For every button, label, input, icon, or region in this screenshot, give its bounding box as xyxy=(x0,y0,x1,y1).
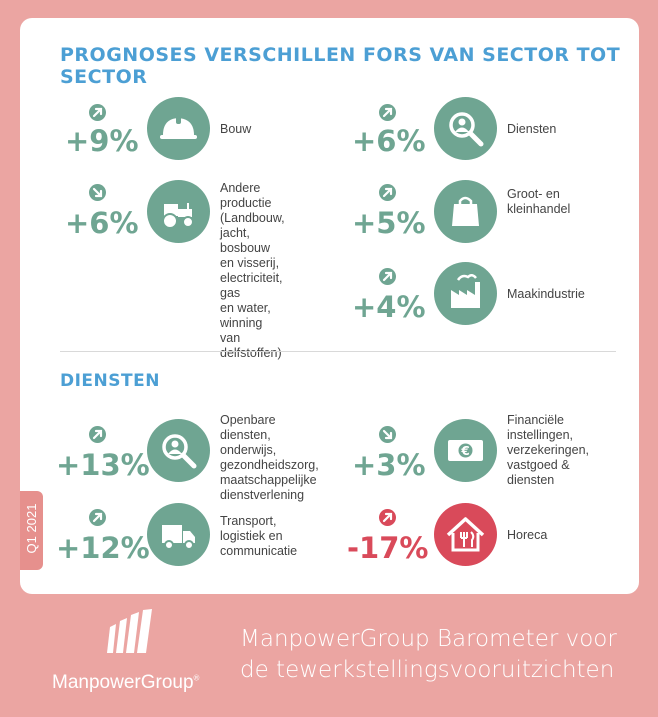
arrow-down-icon xyxy=(89,184,106,201)
sector-label: Groot- en kleinhandel xyxy=(507,187,571,216)
arrow-up-icon xyxy=(379,268,396,285)
sector-percent: +4% xyxy=(352,290,426,324)
tagline-line-1: ManpowerGroup Barometer voor xyxy=(240,626,617,652)
sector-label: Bouw xyxy=(220,122,252,136)
arrow-up-icon xyxy=(89,104,106,121)
magnifier-person-icon xyxy=(434,97,497,160)
sector-percent: +12% xyxy=(56,531,150,565)
period-badge: Q1 2021 xyxy=(20,491,43,570)
magnifier-person-icon xyxy=(147,419,210,482)
tagline-line-2: de tewerkstellingsvooruitzichten xyxy=(240,657,615,683)
sector-percent: +6% xyxy=(65,206,139,240)
euro-banknote-icon: € xyxy=(434,419,497,482)
restaurant-house-icon xyxy=(434,503,497,566)
sector-label: Horeca xyxy=(507,528,548,542)
sector-label: Andere productie (Landbouw, jacht, bosbo… xyxy=(220,181,285,360)
sector-label: Diensten xyxy=(507,122,557,136)
svg-text:€: € xyxy=(460,444,469,458)
truck-icon xyxy=(147,503,210,566)
section-title-sectors: PROGNOSES VERSCHILLEN FORS VAN SECTOR TO… xyxy=(60,44,621,88)
tagline: ManpowerGroup Barometer voor de tewerkst… xyxy=(240,624,617,686)
sector-label: Openbare diensten, onderwijs, gezondheid… xyxy=(220,413,319,502)
sector-percent: +3% xyxy=(352,448,426,482)
arrow-up-icon xyxy=(379,104,396,121)
arrow-up-icon xyxy=(89,509,106,526)
arrow-down-icon xyxy=(379,426,396,443)
arrow-up-icon xyxy=(379,184,396,201)
arrow-up-icon xyxy=(89,426,106,443)
arrow-up-icon xyxy=(379,509,396,526)
sector-label: Transport, logistiek en communicatie xyxy=(220,514,298,558)
sector-percent: -17% xyxy=(347,531,429,565)
manpowergroup-logo-icon xyxy=(104,609,160,664)
section-divider xyxy=(60,351,616,352)
sector-percent: +9% xyxy=(65,124,139,158)
content-card xyxy=(20,18,639,594)
hardhat-icon xyxy=(147,97,210,160)
brand-name: ManpowerGroup® xyxy=(52,672,200,693)
section-title-diensten: DIENSTEN xyxy=(60,371,160,391)
tractor-icon xyxy=(147,180,210,243)
sector-percent: +5% xyxy=(352,206,426,240)
sector-percent: +6% xyxy=(352,124,426,158)
sector-label: Financiële instellingen, verzekeringen, … xyxy=(507,413,589,487)
shopping-bag-icon xyxy=(434,180,497,243)
sector-label: Maakindustrie xyxy=(507,287,585,301)
factory-icon xyxy=(434,262,497,325)
sector-percent: +13% xyxy=(56,448,150,482)
period-badge-text: Q1 2021 xyxy=(24,503,39,554)
